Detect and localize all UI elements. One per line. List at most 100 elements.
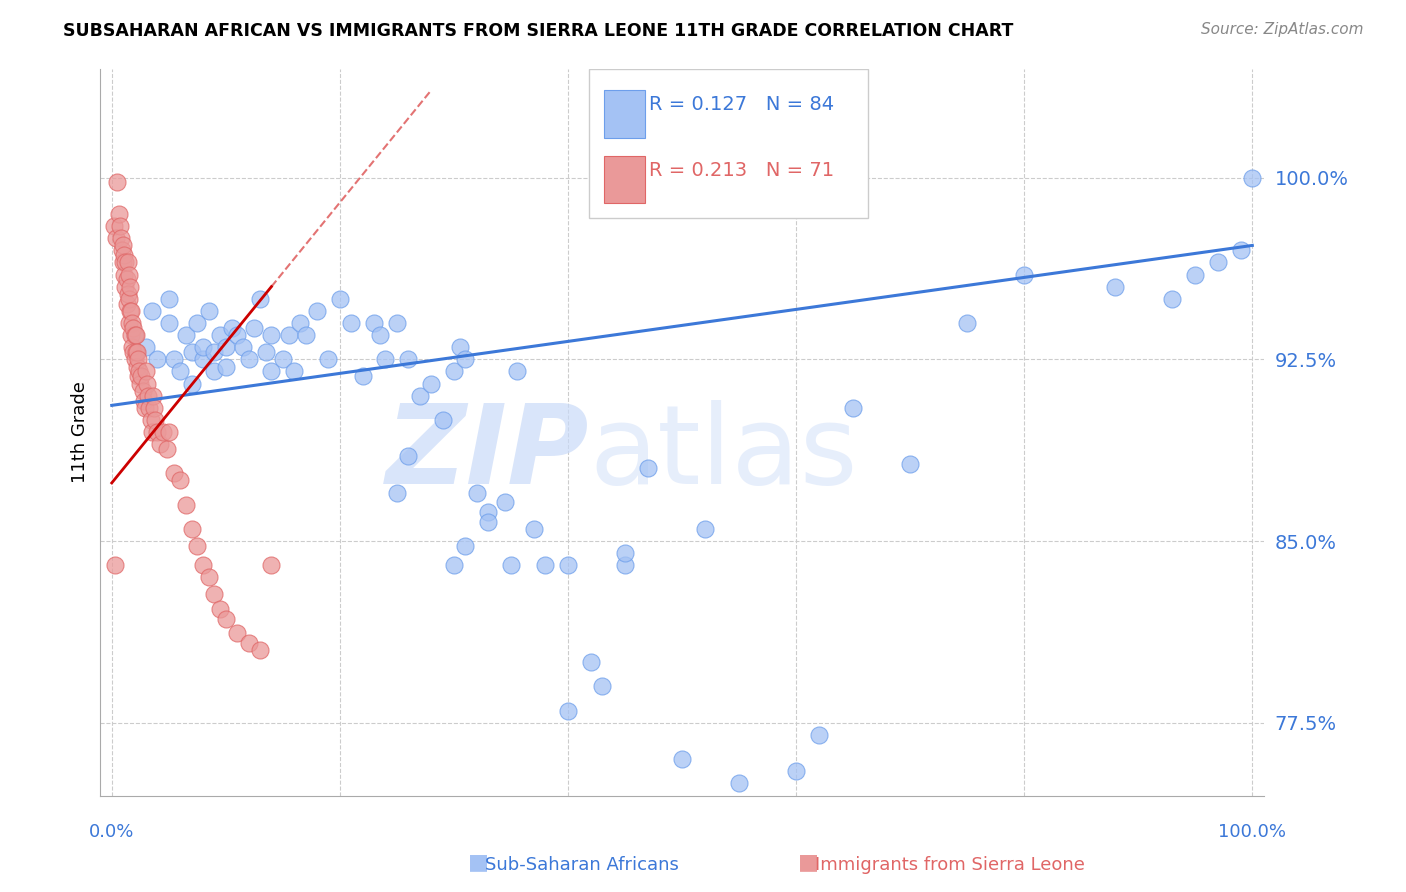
Point bbox=[152, 425, 174, 439]
FancyBboxPatch shape bbox=[605, 90, 645, 137]
Point bbox=[249, 643, 271, 657]
Point bbox=[288, 316, 311, 330]
Point bbox=[131, 384, 153, 398]
Point bbox=[197, 570, 219, 584]
Point bbox=[454, 352, 477, 367]
Text: 100.0%: 100.0% bbox=[1219, 823, 1286, 841]
Point bbox=[186, 316, 208, 330]
Point bbox=[134, 401, 156, 415]
Point bbox=[104, 558, 127, 573]
Text: SUBSAHARAN AFRICAN VS IMMIGRANTS FROM SIERRA LEONE 11TH GRADE CORRELATION CHART: SUBSAHARAN AFRICAN VS IMMIGRANTS FROM SI… bbox=[63, 22, 1014, 40]
Point bbox=[249, 292, 271, 306]
Point bbox=[209, 602, 232, 616]
Point bbox=[221, 321, 243, 335]
Point bbox=[122, 345, 145, 359]
Point bbox=[232, 340, 254, 354]
Point bbox=[103, 219, 125, 233]
Point bbox=[118, 268, 141, 282]
Y-axis label: 11th Grade: 11th Grade bbox=[72, 381, 89, 483]
FancyBboxPatch shape bbox=[605, 156, 645, 203]
Point bbox=[117, 255, 139, 269]
Point bbox=[374, 352, 396, 367]
Point bbox=[118, 292, 141, 306]
Point bbox=[614, 546, 637, 560]
Point bbox=[1241, 170, 1264, 185]
Point bbox=[271, 352, 294, 367]
Point bbox=[118, 279, 141, 293]
Point bbox=[420, 376, 443, 391]
Point bbox=[557, 704, 579, 718]
Point bbox=[238, 352, 260, 367]
Point bbox=[191, 558, 214, 573]
Point bbox=[121, 316, 143, 330]
Point bbox=[318, 352, 340, 367]
Point bbox=[477, 515, 499, 529]
Point bbox=[174, 328, 197, 343]
Point bbox=[143, 413, 166, 427]
Point bbox=[454, 539, 477, 553]
Text: R = 0.213   N = 71: R = 0.213 N = 71 bbox=[650, 161, 835, 180]
Point bbox=[136, 389, 159, 403]
Point bbox=[1184, 268, 1206, 282]
Text: 0.0%: 0.0% bbox=[89, 823, 135, 841]
Point bbox=[120, 328, 142, 343]
Point bbox=[1161, 292, 1184, 306]
Point bbox=[368, 328, 391, 343]
Point bbox=[135, 364, 157, 378]
Point bbox=[169, 474, 191, 488]
Point bbox=[215, 359, 238, 374]
Point bbox=[124, 352, 146, 367]
Point bbox=[125, 328, 148, 343]
Text: R = 0.127   N = 84: R = 0.127 N = 84 bbox=[650, 95, 835, 114]
Point bbox=[254, 345, 277, 359]
Point bbox=[174, 498, 197, 512]
Point bbox=[443, 364, 465, 378]
Point bbox=[807, 728, 830, 742]
Point bbox=[157, 292, 180, 306]
Point bbox=[202, 345, 225, 359]
Point bbox=[1012, 268, 1035, 282]
Point bbox=[329, 292, 352, 306]
Point bbox=[114, 279, 136, 293]
Point bbox=[898, 457, 921, 471]
Point bbox=[125, 359, 148, 374]
Point bbox=[142, 401, 165, 415]
Point bbox=[142, 389, 165, 403]
Point bbox=[197, 303, 219, 318]
Point bbox=[385, 316, 408, 330]
Point bbox=[260, 364, 283, 378]
Point bbox=[499, 558, 522, 573]
Point bbox=[127, 352, 149, 367]
Point bbox=[260, 558, 283, 573]
Text: ZIP: ZIP bbox=[385, 401, 589, 508]
Point bbox=[129, 376, 152, 391]
Point bbox=[671, 752, 693, 766]
Point bbox=[352, 369, 374, 384]
Point bbox=[409, 389, 432, 403]
Point bbox=[294, 328, 316, 343]
Point bbox=[124, 328, 146, 343]
Point bbox=[120, 303, 142, 318]
Point bbox=[118, 303, 141, 318]
Point bbox=[340, 316, 363, 330]
Point bbox=[125, 345, 148, 359]
Point bbox=[112, 238, 135, 252]
Point bbox=[163, 352, 186, 367]
Point bbox=[107, 207, 129, 221]
Point bbox=[146, 352, 169, 367]
Point bbox=[477, 505, 499, 519]
Point bbox=[128, 364, 150, 378]
Point bbox=[226, 328, 249, 343]
Point bbox=[149, 437, 172, 451]
Point bbox=[169, 364, 191, 378]
Point bbox=[112, 248, 135, 262]
Point bbox=[157, 316, 180, 330]
Point bbox=[146, 425, 169, 439]
Point bbox=[443, 558, 465, 573]
Point bbox=[432, 413, 454, 427]
Point bbox=[180, 522, 202, 536]
Point bbox=[215, 612, 238, 626]
Point bbox=[110, 231, 132, 245]
Point bbox=[277, 328, 299, 343]
Point bbox=[465, 485, 488, 500]
